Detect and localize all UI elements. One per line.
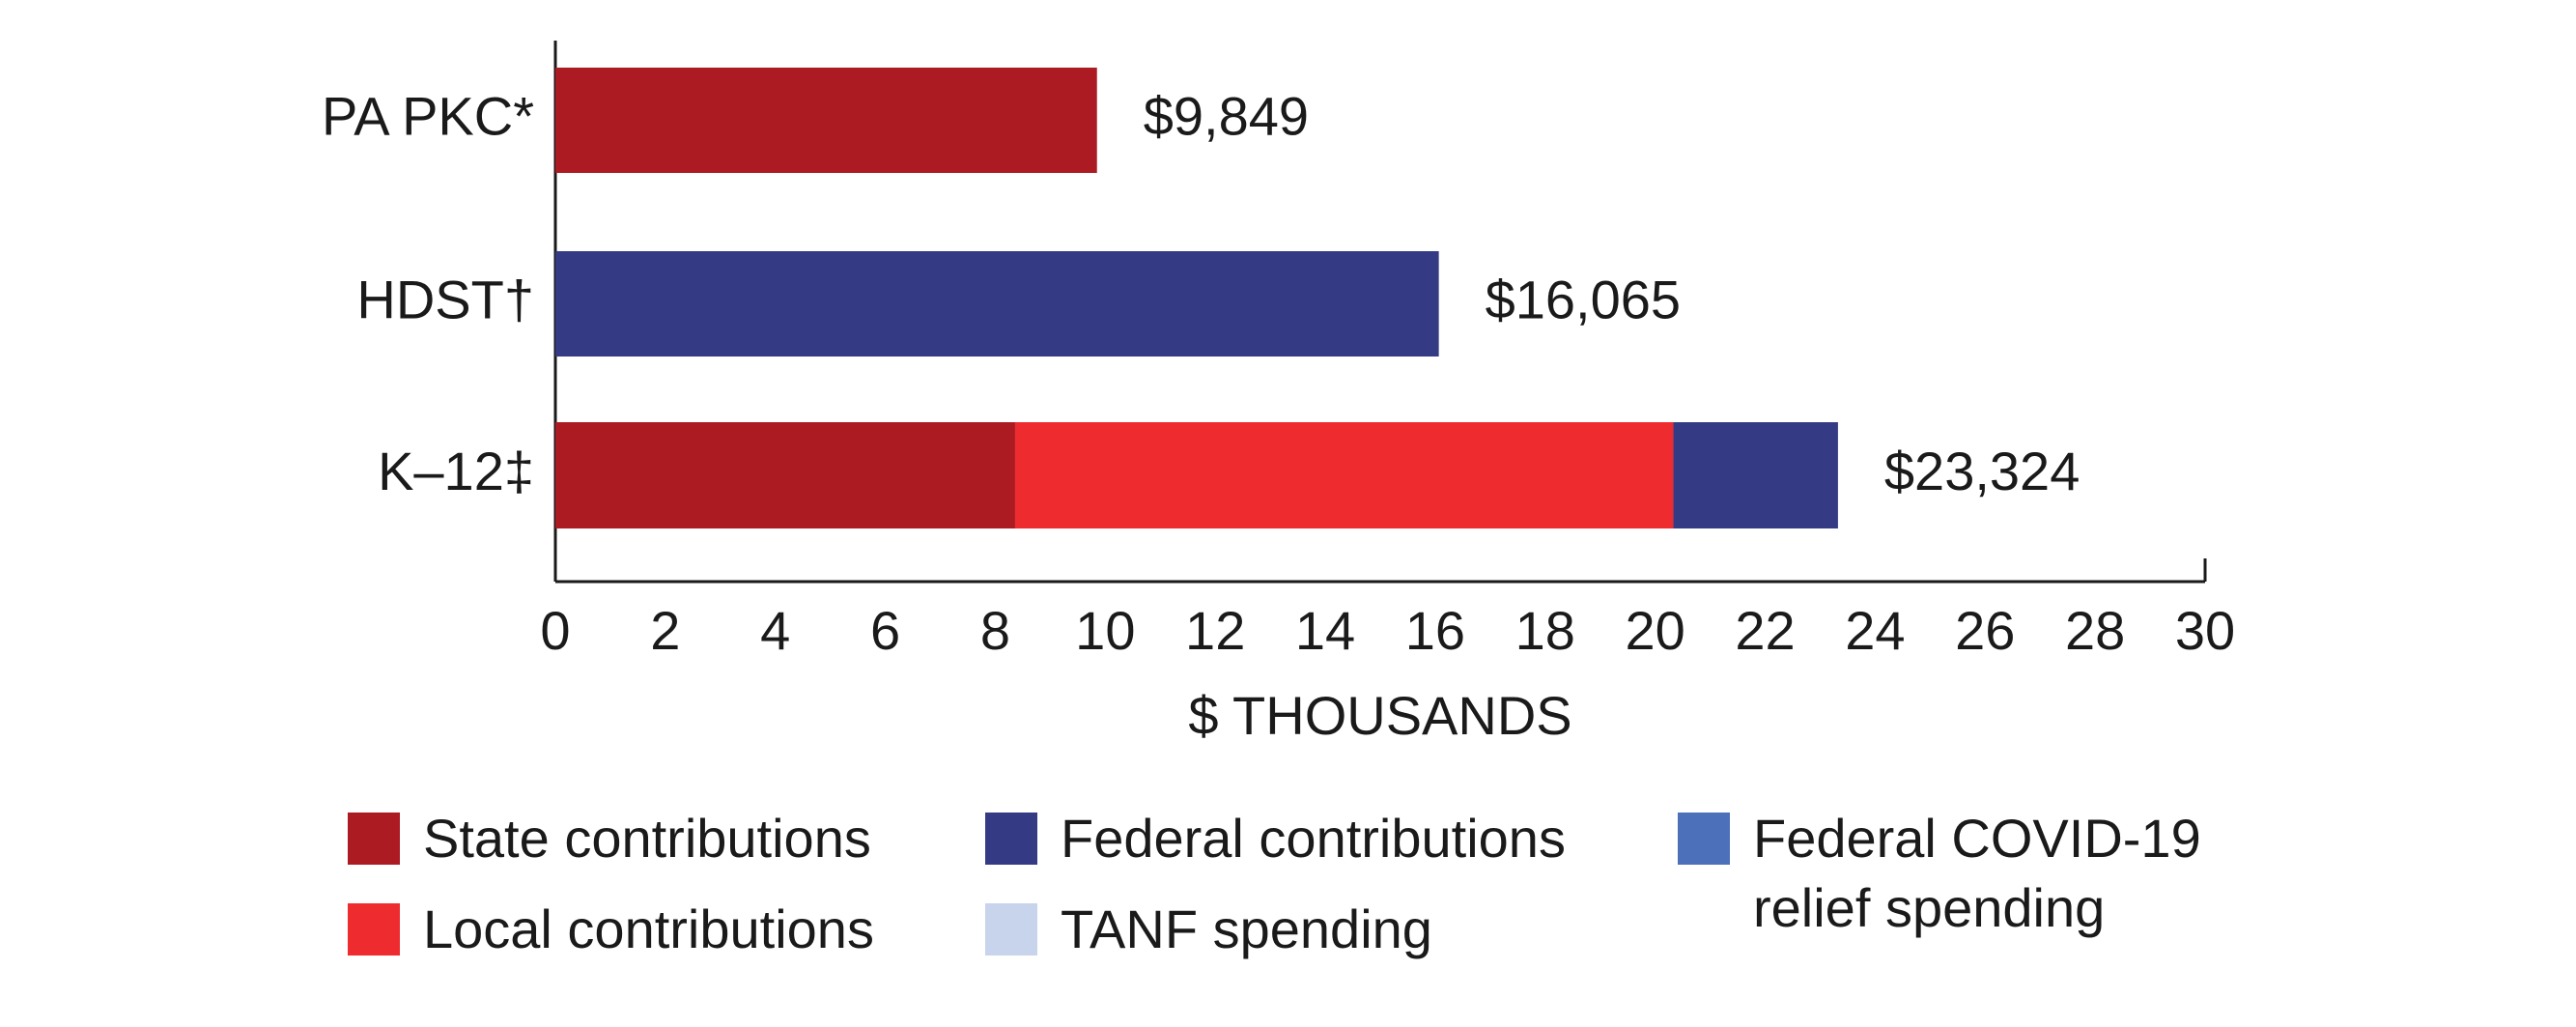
x-tick-label: 26	[1955, 600, 2015, 661]
x-tick-label: 18	[1515, 600, 1575, 661]
x-tick-label: 30	[2175, 600, 2235, 661]
x-tick-label: 24	[1845, 600, 1905, 661]
x-tick-label: 20	[1626, 600, 1685, 661]
value-label: $23,324	[1884, 441, 2080, 501]
x-tick-label: 2	[650, 600, 680, 661]
legend-label: TANF spending	[1061, 899, 1432, 959]
legend-swatch	[985, 903, 1037, 956]
legend-swatch	[1678, 813, 1730, 865]
bar-segment	[1014, 422, 1674, 528]
legend-item: Federal contributions	[985, 804, 1642, 873]
x-tick-label: 22	[1735, 600, 1795, 661]
bar-segment	[555, 422, 1015, 528]
x-tick-label: 10	[1075, 600, 1135, 661]
legend-swatch	[348, 813, 400, 865]
value-label: $9,849	[1144, 85, 1309, 146]
x-tick-label: 4	[760, 600, 790, 661]
x-axis-title: $ THOUSANDS	[1188, 685, 1571, 746]
legend-swatch	[348, 903, 400, 956]
x-tick-label: 12	[1185, 600, 1245, 661]
bar-segment	[555, 68, 1097, 173]
x-tick-label: 16	[1405, 600, 1465, 661]
legend-swatch	[985, 813, 1037, 865]
bar-segment	[1673, 422, 1838, 528]
x-tick-label: 28	[2065, 600, 2125, 661]
category-label: K–12‡	[378, 441, 534, 501]
legend-item: Federal COVID-19 relief spending	[1678, 804, 2257, 943]
legend-label: State contributions	[423, 808, 871, 869]
legend-label: Federal COVID-19 relief spending	[1753, 808, 2201, 938]
x-tick-label: 6	[870, 600, 900, 661]
legend-item: State contributions	[348, 804, 927, 873]
category-label: HDST†	[356, 269, 534, 329]
legend-item: TANF spending	[985, 895, 1642, 964]
x-tick-label: 14	[1295, 600, 1355, 661]
legend-label: Local contributions	[423, 899, 874, 959]
legend-item: Local contributions	[348, 895, 927, 964]
category-label: PA PKC*	[322, 85, 534, 146]
x-tick-label: 8	[980, 600, 1010, 661]
legend-label: Federal contributions	[1061, 808, 1566, 869]
bar-segment	[555, 251, 1439, 357]
x-tick-label: 0	[540, 600, 570, 661]
value-label: $16,065	[1486, 269, 1681, 329]
